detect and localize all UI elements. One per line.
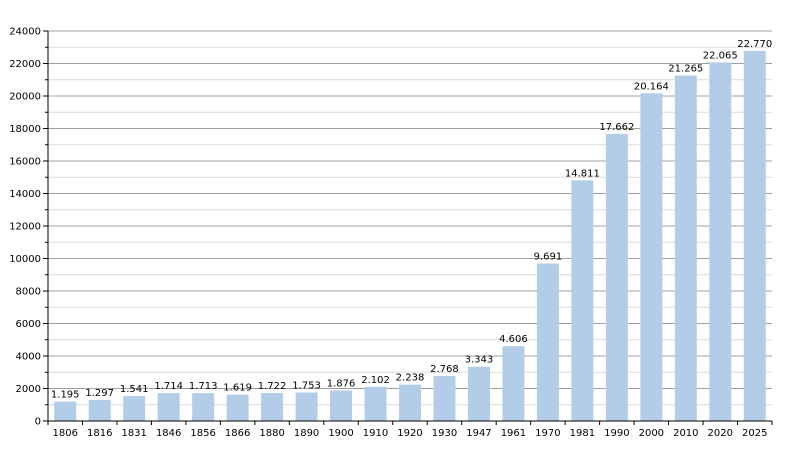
bar: [54, 401, 77, 421]
bar: [192, 393, 215, 421]
data-label: 2.768: [430, 364, 459, 375]
data-label: 17.662: [599, 122, 634, 133]
x-tick-label: 1816: [87, 428, 112, 439]
x-tick-label: 1806: [53, 428, 78, 439]
bar: [364, 386, 387, 421]
y-tick-label: 0: [35, 417, 41, 428]
bars: [54, 50, 766, 422]
bar: [261, 393, 284, 421]
x-tick-label: 1831: [121, 428, 146, 439]
data-label: 14.811: [565, 168, 600, 179]
bar: [536, 263, 559, 421]
y-tick-label: 4000: [16, 352, 41, 363]
x-tick-label: 2020: [708, 428, 733, 439]
data-label: 1.195: [51, 390, 80, 401]
x-tick-labels: 1806 1816 1831 1846 1856 1866 1880 1890 1900 1910…: [53, 428, 768, 439]
y-tick-label: 14000: [9, 189, 41, 200]
bar: [502, 346, 525, 421]
bar: [226, 394, 249, 421]
x-tick-label: 1846: [156, 428, 181, 439]
data-label: 22.065: [703, 50, 738, 61]
y-tick-label: 10000: [9, 254, 41, 265]
data-label: 9.691: [534, 252, 563, 263]
bar: [330, 390, 353, 421]
bar: [605, 133, 628, 421]
bar: [433, 376, 456, 421]
data-labels: 1.195 1.297 1.541 1.714 1.713 1.619 1.722 1.753…: [51, 39, 772, 401]
x-tick-label: 1866: [225, 428, 250, 439]
x-tick-label: 1947: [466, 428, 491, 439]
bar: [467, 366, 490, 421]
y-tick-label: 22000: [9, 59, 41, 70]
bar: [743, 50, 766, 422]
bar: [88, 399, 111, 421]
x-tick-label: 2000: [639, 428, 664, 439]
x-tick-label: 1930: [432, 428, 457, 439]
data-label: 1.714: [154, 381, 183, 392]
x-tick-label: 1880: [259, 428, 284, 439]
y-tick-labels: 0 2000 4000 6000 8000 10000 12000 14000 16000 180…: [9, 27, 41, 428]
x-tick-label: 1900: [328, 428, 353, 439]
data-label: 4.606: [499, 334, 528, 345]
data-label: 2.238: [396, 373, 425, 384]
bar: [123, 395, 146, 421]
x-tick-label: 1910: [363, 428, 388, 439]
data-label: 1.713: [189, 381, 218, 392]
data-label: 20.164: [634, 81, 669, 92]
data-label: 3.343: [465, 355, 494, 366]
x-tick-label: 1970: [535, 428, 560, 439]
y-tick-label: 18000: [9, 124, 41, 135]
data-label: 1.619: [223, 383, 252, 394]
y-tick-label: 2000: [16, 384, 41, 395]
x-tick-label: 1990: [604, 428, 629, 439]
data-label: 1.753: [292, 381, 321, 392]
bar: [709, 62, 732, 421]
bar: [399, 384, 421, 421]
axes: [43, 30, 773, 425]
x-tick-label: 1890: [294, 428, 319, 439]
bar: [157, 393, 180, 421]
x-tick-label: 2025: [742, 428, 767, 439]
bar: [571, 180, 594, 421]
x-tick-label: 1961: [501, 428, 526, 439]
y-tick-label: 12000: [9, 222, 41, 233]
x-tick-label: 2010: [673, 428, 698, 439]
y-tick-label: 16000: [9, 157, 41, 168]
y-tick-label: 20000: [9, 92, 41, 103]
y-tick-label: 8000: [16, 287, 41, 298]
data-label: 1.297: [85, 388, 114, 399]
bar: [640, 93, 663, 422]
bar: [674, 75, 697, 421]
x-tick-label: 1920: [397, 428, 422, 439]
data-label: 2.102: [361, 375, 390, 386]
data-label: 21.265: [668, 63, 703, 74]
data-label: 22.770: [737, 39, 772, 50]
y-tick-label: 6000: [16, 319, 41, 330]
data-label: 1.722: [258, 381, 287, 392]
bar: [295, 392, 318, 421]
data-label: 1.876: [327, 379, 356, 390]
x-tick-label: 1856: [190, 428, 215, 439]
data-label: 1.541: [120, 384, 149, 395]
y-tick-label: 24000: [9, 27, 41, 38]
x-tick-label: 1981: [570, 428, 595, 439]
